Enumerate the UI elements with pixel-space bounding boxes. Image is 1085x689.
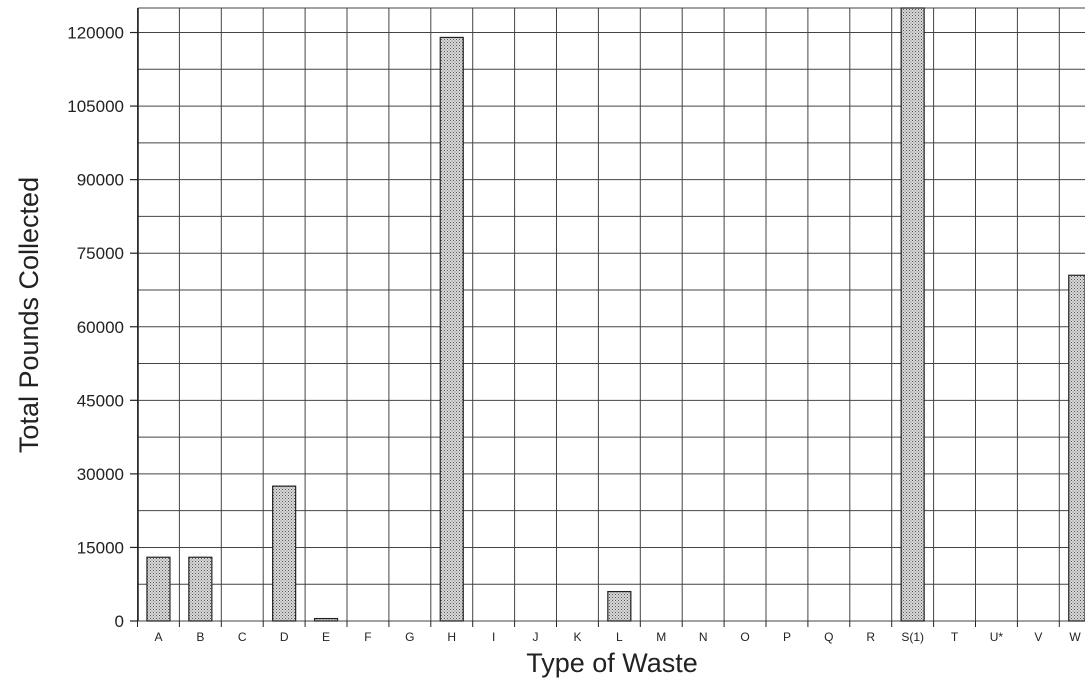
- x-tick-label: Q: [824, 630, 833, 644]
- x-axis-ticks: A B C D E F G H I J K L M N O P Q R S(1) T U* V W: [138, 621, 1082, 644]
- bar-b: [189, 557, 212, 621]
- bar-l: [608, 592, 631, 621]
- x-tick-label: B: [196, 630, 204, 644]
- x-tick-label: C: [238, 630, 247, 644]
- x-tick-label: G: [405, 630, 414, 644]
- x-tick-label: V: [1034, 630, 1042, 644]
- y-tick-label: 30000: [77, 465, 124, 484]
- bar-e: [315, 619, 338, 621]
- y-tick-label: 75000: [77, 244, 124, 263]
- x-tick-label: F: [364, 630, 371, 644]
- y-tick-label: 0: [115, 612, 124, 631]
- y-tick-label: 120000: [67, 24, 124, 43]
- y-tick-label: 105000: [67, 97, 124, 116]
- x-tick-label: D: [280, 630, 289, 644]
- x-tick-label: A: [154, 630, 162, 644]
- x-tick-label: M: [656, 630, 666, 644]
- y-axis-ticks: 0 15000 30000 45000 60000 75000 90000 105000 120…: [67, 24, 138, 631]
- x-tick-label: K: [573, 630, 581, 644]
- x-tick-label: L: [616, 630, 623, 644]
- y-tick-label: 60000: [77, 318, 124, 337]
- bar-h: [440, 37, 463, 621]
- x-tick-label: I: [492, 630, 495, 644]
- y-tick-label: 45000: [77, 391, 124, 410]
- x-tick-label: S(1): [901, 630, 924, 644]
- x-tick-label: R: [866, 630, 875, 644]
- x-tick-label: O: [740, 630, 749, 644]
- x-tick-label: J: [533, 630, 539, 644]
- bar-w: [1069, 275, 1085, 621]
- bar-d: [273, 486, 296, 621]
- x-tick-label: P: [783, 630, 791, 644]
- x-tick-label: W: [1069, 630, 1081, 644]
- y-tick-label: 15000: [77, 538, 124, 557]
- x-tick-label: U*: [990, 630, 1004, 644]
- x-tick-label: T: [951, 630, 959, 644]
- x-tick-label: E: [322, 630, 330, 644]
- x-tick-label: N: [699, 630, 708, 644]
- bar-s1: [901, 8, 924, 621]
- bar-a: [147, 557, 170, 621]
- y-tick-label: 90000: [77, 171, 124, 190]
- x-tick-label: H: [447, 630, 456, 644]
- x-axis-title: Type of Waste: [526, 648, 698, 678]
- bars: [147, 8, 1085, 621]
- y-axis-title: Total Pounds Collected: [14, 177, 44, 453]
